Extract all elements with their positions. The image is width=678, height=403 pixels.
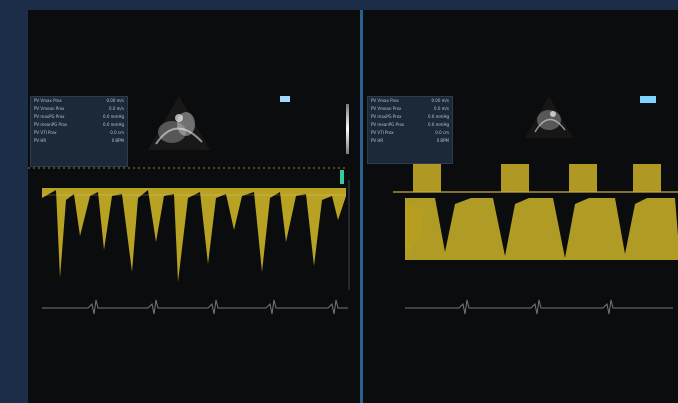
measurement-row: PV Vmean Prox 0.0 m/s [371, 106, 449, 111]
left-doppler-panel: PV Vmax Prox 0.00 m/s PV Vmean Prox 0.0 m/… [28, 10, 360, 403]
right-doppler-panel: PV Vmax Prox 0.00 m/s PV Vmean Prox 0.0 m/… [363, 10, 678, 403]
measurement-row: PV Vmax Prox 0.00 m/s [34, 98, 124, 103]
measurement-row: PV meanPG Prox 0.0 mmHg [34, 122, 124, 127]
probe-indicator-icon [640, 96, 656, 103]
measurement-row: PV VTI Prox 0.0 cm [34, 130, 124, 135]
measurement-row: PV maxPG Prox 0.0 mmHg [34, 114, 124, 119]
measurement-row: PV HR 0 BPM [371, 138, 449, 143]
measurement-row: PV meanPG Prox 0.0 mmHg [371, 122, 449, 127]
measurement-table-right: PV Vmax Prox 0.00 m/s PV Vmean Prox 0.0 m/… [367, 96, 453, 164]
ecg-trace-left [42, 299, 348, 315]
measurement-row: PV Vmax Prox 0.00 m/s [371, 98, 449, 103]
measurement-table-left: PV Vmax Prox 0.00 m/s PV Vmean Prox 0.0 m/… [30, 96, 128, 167]
echo-thumbnail-right [525, 96, 573, 138]
echo-thumbnail-left [148, 96, 210, 150]
probe-indicator-icon [280, 96, 290, 102]
doppler-spectrum-right [393, 164, 678, 260]
panel-divider [360, 10, 363, 403]
ultrasound-screen: PV Vmax Prox 0.00 m/s PV Vmean Prox 0.0 m/… [28, 10, 678, 403]
measurement-row: PV VTI Prox 0.0 cm [371, 130, 449, 135]
ecg-trace-right [405, 299, 673, 315]
measurement-row: PV Vmean Prox 0.0 m/s [34, 106, 124, 111]
doppler-spectrum-left [28, 167, 350, 290]
measurement-row: PV maxPG Prox 0.0 mmHg [371, 114, 449, 119]
gain-scale-bar [346, 104, 349, 154]
measurement-row: PV HR 0 BPM [34, 138, 124, 143]
